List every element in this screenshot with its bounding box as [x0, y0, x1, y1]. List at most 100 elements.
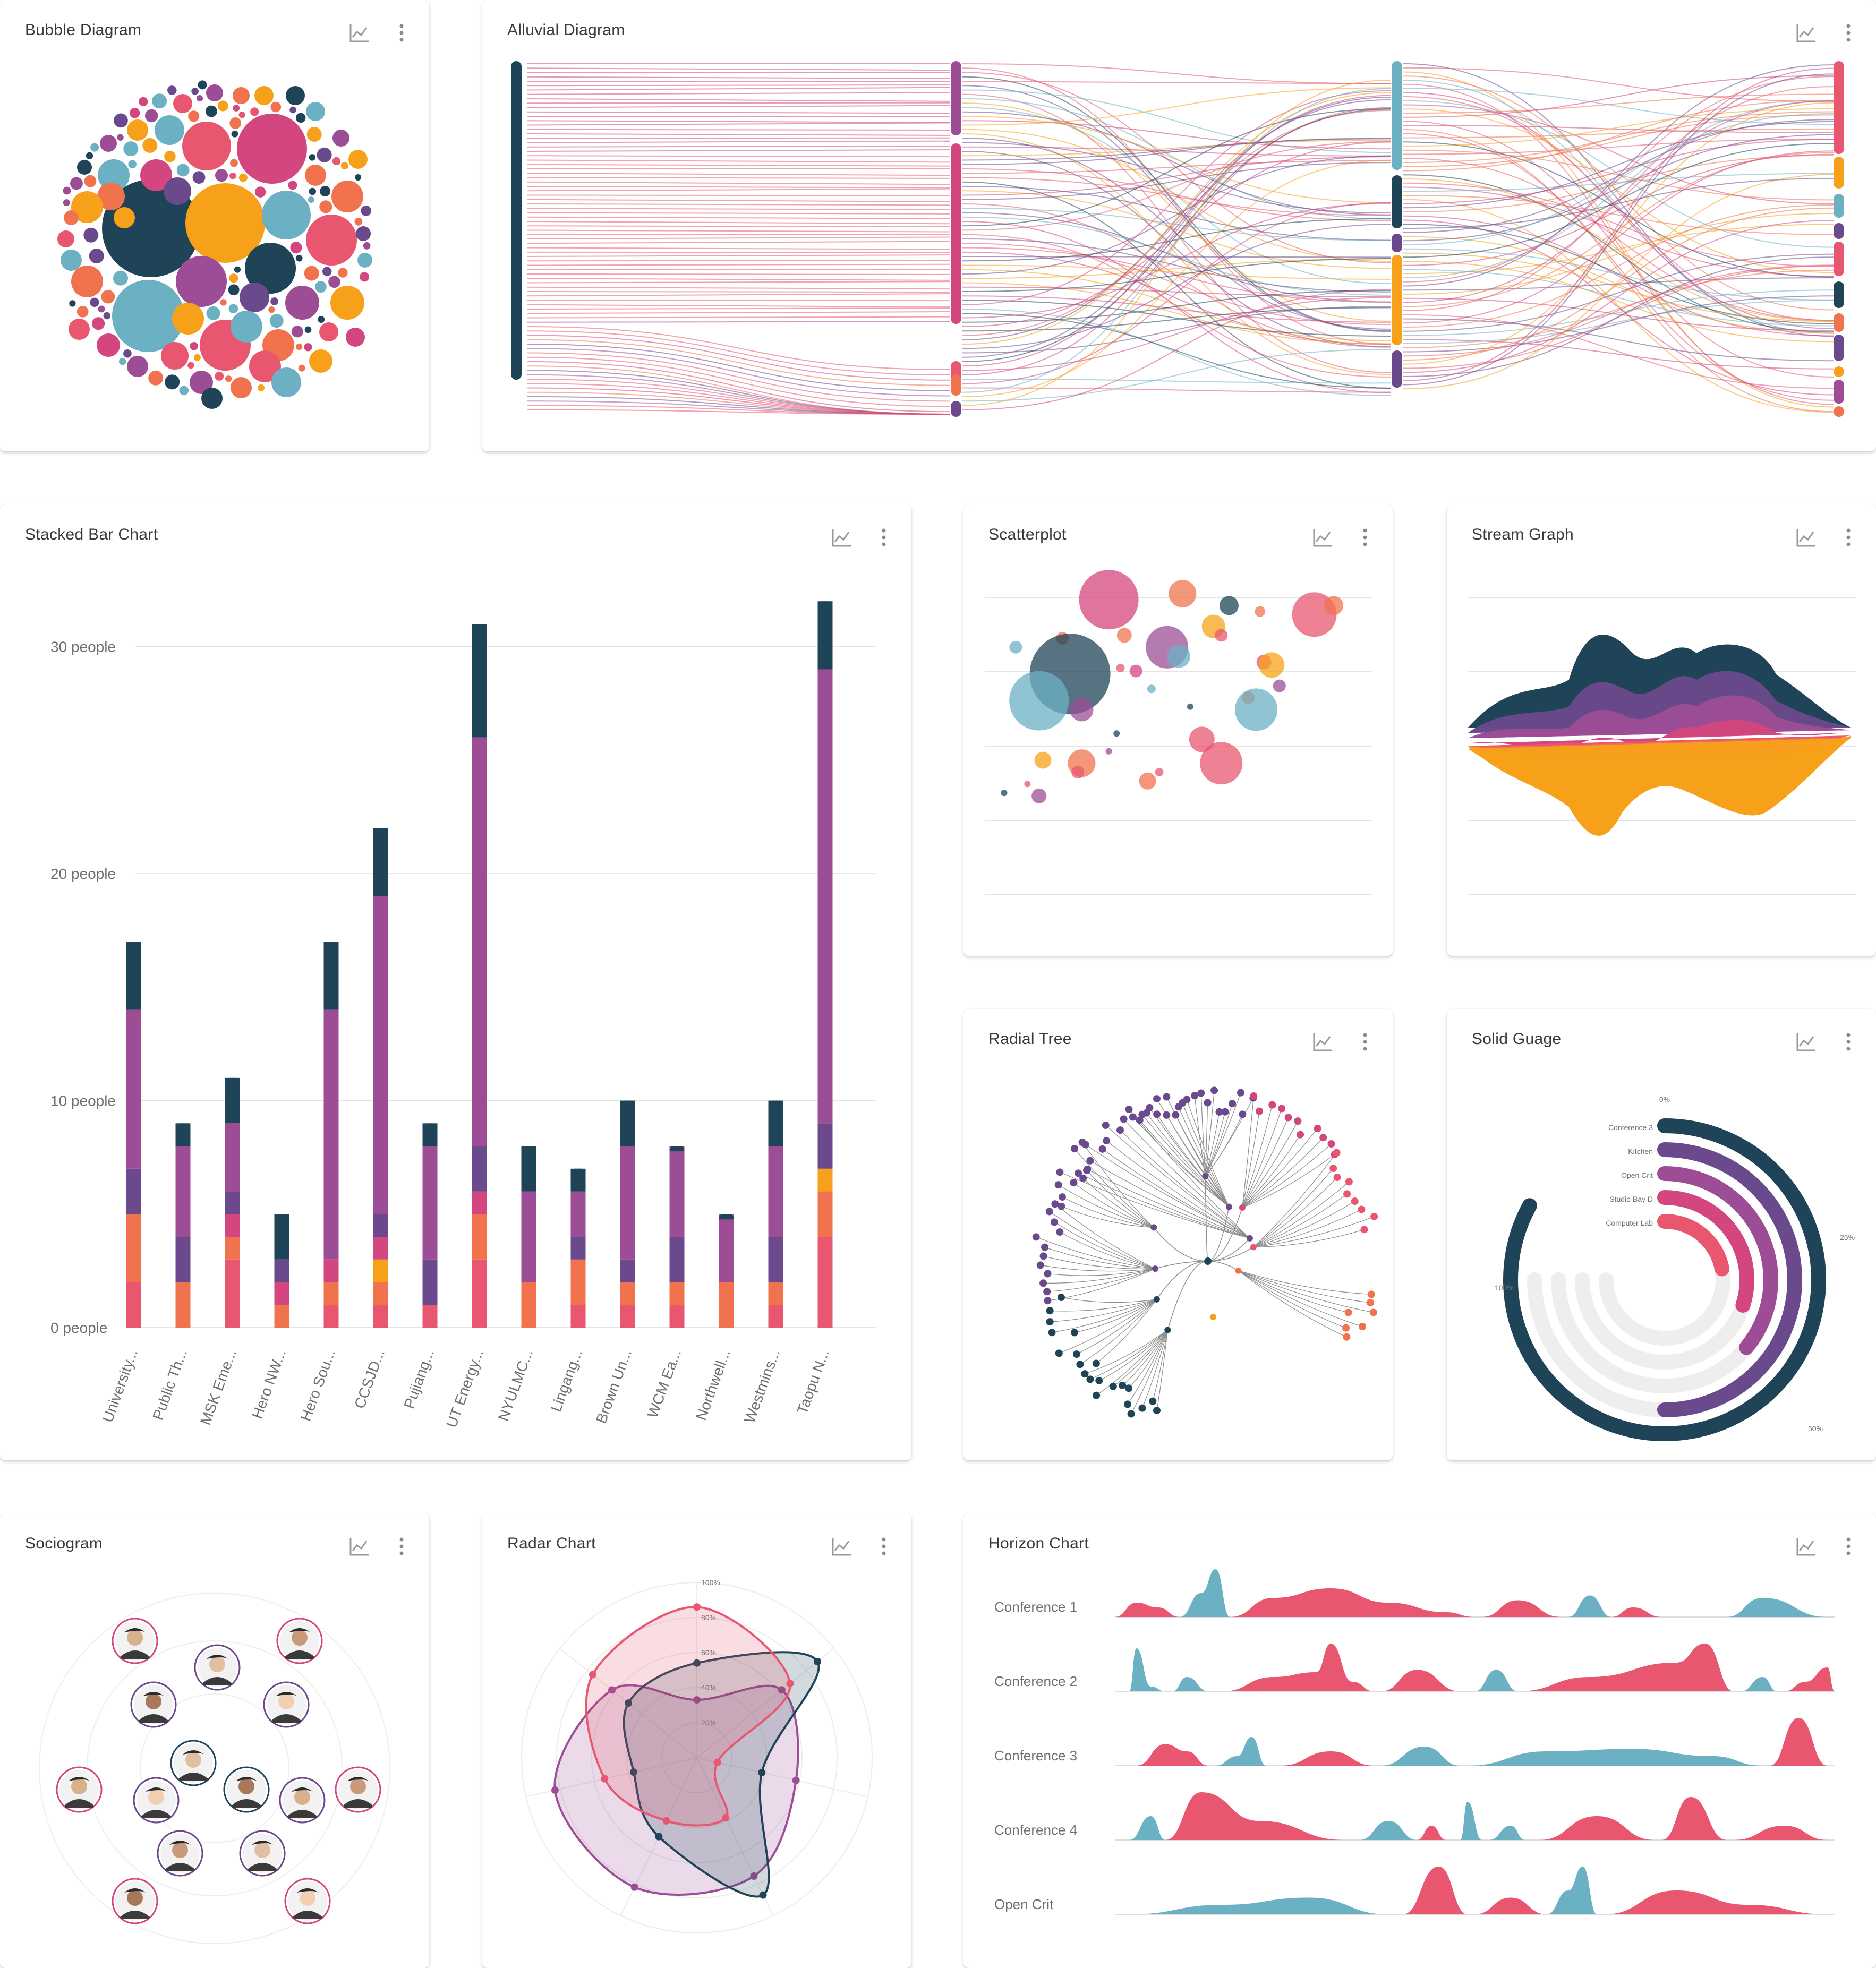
bubble: [258, 384, 265, 391]
scatter-point: [1169, 580, 1197, 607]
radar-point: [551, 1786, 559, 1794]
tree-link: [1141, 1114, 1230, 1207]
tree-node: [1120, 1115, 1128, 1123]
bubble: [228, 284, 240, 296]
bubble: [309, 154, 316, 161]
tree-node: [1043, 1288, 1051, 1296]
category-label: Northwell...: [693, 1347, 734, 1422]
bar-segment: [719, 1282, 734, 1328]
category-label: Hero Sou...: [297, 1347, 339, 1423]
avatar-hair: [276, 1692, 297, 1696]
bubble: [98, 305, 105, 313]
alluvial-flow: [962, 258, 1391, 292]
bubble: [165, 374, 180, 390]
sociogram-card: Sociogram: [0, 1513, 429, 1968]
line-chart-icon[interactable]: [1311, 1030, 1334, 1054]
tree-link: [1253, 1229, 1365, 1248]
gauge-ring-label: Conference 3: [1608, 1123, 1653, 1132]
bar-cap: [669, 1146, 685, 1152]
more-vertical-icon[interactable]: [1842, 1030, 1855, 1054]
bar-segment: [373, 1237, 388, 1260]
alluvial-flow: [526, 344, 950, 391]
avatar-face: [209, 1656, 225, 1672]
tree-link: [1242, 1137, 1324, 1208]
line-chart-icon[interactable]: [830, 1535, 853, 1558]
radar-point: [759, 1891, 767, 1899]
scatter-point: [1200, 742, 1243, 785]
bubble: [191, 88, 199, 95]
more-vertical-icon[interactable]: [877, 1535, 890, 1558]
line-chart-icon[interactable]: [1794, 21, 1818, 45]
bar-segment: [373, 1282, 388, 1305]
radial-tree-links: [1036, 1090, 1375, 1414]
radar-point: [758, 1768, 766, 1776]
tree-link: [1050, 1299, 1157, 1322]
alluvial-flow: [962, 258, 1391, 279]
scatter-point: [1155, 768, 1164, 776]
line-chart-icon[interactable]: [1311, 526, 1334, 549]
avatar-body: [64, 1799, 94, 1808]
tree-node: [1072, 1350, 1080, 1358]
avatar-hair: [124, 1628, 146, 1632]
more-vertical-icon[interactable]: [1842, 1535, 1855, 1558]
more-vertical-icon[interactable]: [1359, 1030, 1371, 1054]
line-chart-icon[interactable]: [347, 21, 371, 45]
bar-cap: [719, 1214, 734, 1220]
alluvial-flow: [526, 208, 950, 210]
more-vertical-icon[interactable]: [395, 1535, 408, 1558]
bubble: [304, 326, 312, 333]
tree-link: [1085, 1144, 1250, 1239]
tree-node: [1191, 1092, 1199, 1100]
category-label: NYULMC...: [495, 1347, 536, 1423]
more-vertical-icon[interactable]: [1842, 21, 1855, 45]
stream-layer: [1468, 736, 1851, 836]
card-title: Solid Guage: [1472, 1030, 1562, 1048]
line-chart-icon[interactable]: [347, 1535, 371, 1558]
alluvial-flow: [1403, 155, 1834, 212]
alluvial-flow: [526, 188, 950, 192]
bubble: [290, 242, 302, 254]
alluvial-flow: [962, 251, 1391, 345]
alluvial-node: [1392, 255, 1402, 345]
avatar-hair: [289, 1628, 310, 1632]
alluvial-flow: [962, 181, 1391, 389]
alluvial-flow: [526, 269, 950, 270]
horizon-area: [1280, 1751, 1374, 1766]
avatar-body: [141, 1810, 171, 1818]
bar-segment: [768, 1100, 783, 1146]
line-chart-icon[interactable]: [830, 526, 853, 549]
more-vertical-icon[interactable]: [1359, 526, 1371, 549]
scatter-point: [1116, 628, 1132, 643]
bubble: [233, 105, 240, 112]
tree-link: [1253, 1209, 1362, 1247]
line-chart-icon[interactable]: [1794, 1535, 1818, 1558]
tree-node: [1369, 1308, 1377, 1316]
bar-segment: [620, 1146, 635, 1260]
alluvial-flow: [1403, 128, 1834, 139]
alluvial-flow: [1403, 129, 1834, 413]
alluvial-flow: [526, 145, 950, 148]
horizon-area: [1381, 1747, 1461, 1766]
bubble: [231, 130, 238, 138]
more-vertical-icon[interactable]: [395, 21, 408, 45]
tree-node: [1333, 1149, 1341, 1157]
avatar-body: [232, 1799, 261, 1808]
line-chart-icon[interactable]: [1794, 1030, 1818, 1054]
tree-node: [1239, 1204, 1246, 1211]
bubble: [97, 183, 125, 210]
alluvial-flow: [526, 335, 950, 381]
avatar-face: [127, 1890, 143, 1906]
line-chart-icon[interactable]: [1794, 526, 1818, 549]
bubble: [90, 143, 99, 152]
bubble: [231, 311, 262, 343]
tree-link: [1074, 1299, 1157, 1333]
more-vertical-icon[interactable]: [877, 526, 890, 549]
bubble: [322, 267, 332, 276]
bar-segment: [274, 1214, 289, 1260]
alluvial-flow: [1403, 139, 1834, 155]
bubble: [201, 388, 223, 409]
tree-node: [1163, 1111, 1171, 1119]
bar-cap: [817, 601, 833, 607]
more-vertical-icon[interactable]: [1842, 526, 1855, 549]
alluvial-flow: [962, 138, 1391, 165]
